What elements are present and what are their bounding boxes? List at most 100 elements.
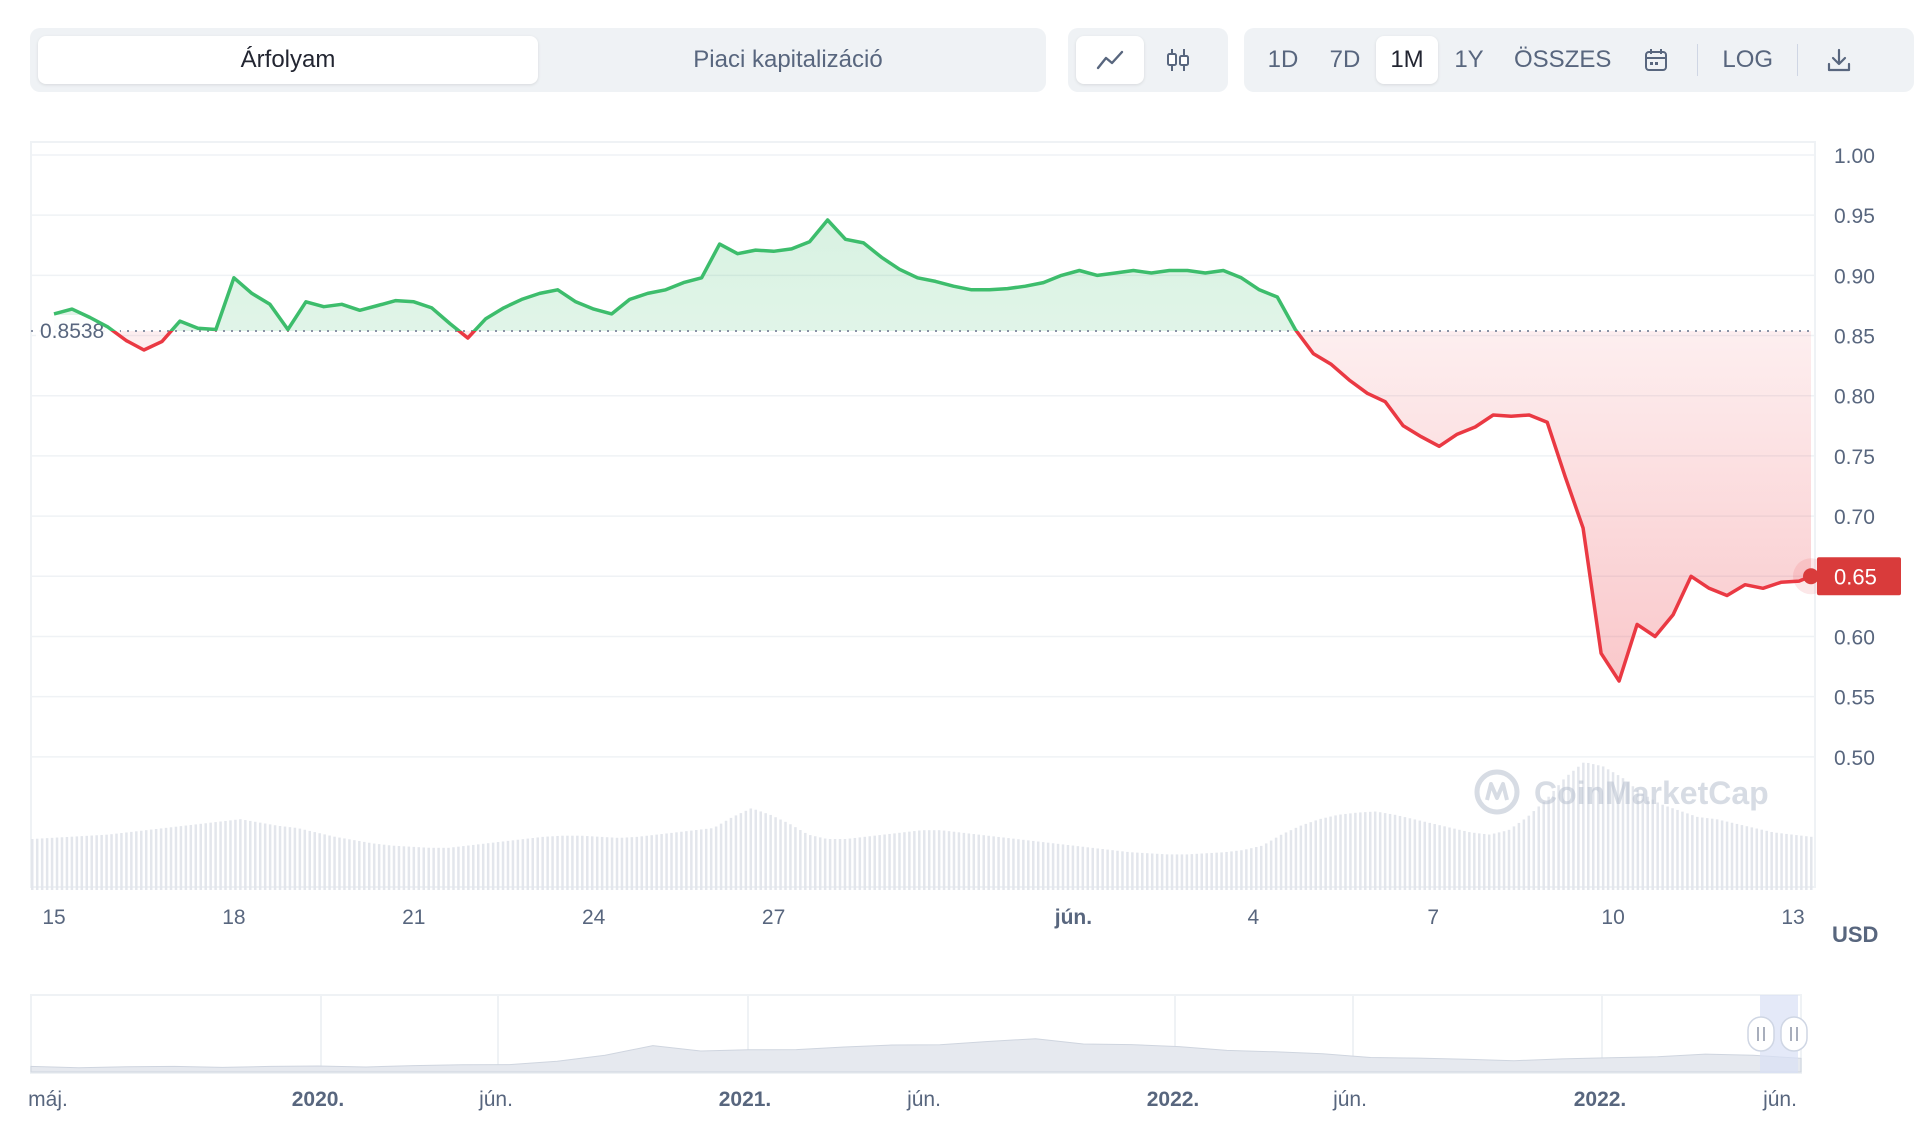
price-point (825, 217, 831, 223)
volume-bar (1473, 832, 1476, 890)
range-1y-button[interactable]: 1Y (1454, 46, 1484, 73)
volume-bar (1492, 833, 1496, 890)
volume-bar (244, 820, 247, 890)
volume-bar (1175, 854, 1179, 890)
volume-bar (1448, 827, 1451, 890)
divider (1697, 44, 1699, 76)
volume-bar (1007, 838, 1010, 890)
volume-bar (590, 836, 594, 890)
navigator-handle-left[interactable] (1747, 1016, 1775, 1052)
volume-bar (1235, 850, 1238, 890)
volume-bar (273, 825, 277, 890)
divider (1797, 44, 1799, 76)
price-point (1202, 270, 1208, 276)
volume-bar (477, 844, 480, 890)
download-button[interactable] (1808, 36, 1870, 84)
volume-bar (338, 837, 341, 890)
current-price-marker[interactable] (1803, 568, 1819, 585)
volume-bar (1705, 818, 1709, 890)
volume-bar (1656, 802, 1659, 890)
volume-bar (1636, 790, 1640, 890)
volume-bar (55, 837, 59, 890)
volume-bar (913, 831, 916, 890)
volume-bar (818, 837, 822, 890)
volume-bar (239, 819, 242, 890)
volume-bar (556, 835, 559, 890)
volume-bar (1606, 769, 1610, 890)
volume-bar (1463, 830, 1466, 890)
volume-bar (1200, 853, 1204, 890)
volume-bar (31, 839, 34, 890)
range-7d-button[interactable]: 7D (1329, 46, 1361, 73)
price-point (1508, 413, 1514, 419)
y-tick-label: 0.55 (1834, 687, 1875, 710)
volume-bar (358, 841, 361, 890)
navigator-tick-label: máj. (28, 1088, 68, 1111)
volume-bar (110, 834, 113, 890)
volume-bar (1012, 838, 1015, 890)
volume-bar (397, 846, 401, 890)
range-navigator[interactable]: máj. 2020. jún. 2021. jún. 2022. jún. 2022. jún. (28, 994, 1808, 1111)
volume-bar (541, 836, 544, 890)
volume-bar (828, 839, 832, 890)
volume-bar (1141, 852, 1144, 890)
volume-bar (506, 840, 510, 890)
price-point (789, 246, 795, 252)
volume-bar (35, 838, 39, 890)
y-tick-label: 0.50 (1834, 747, 1875, 770)
line-chart-button[interactable] (1076, 36, 1144, 84)
volume-bar (858, 837, 862, 890)
price-point (465, 335, 471, 341)
chart-type-toggle: Árfolyam Piaci kapitalizáció (30, 28, 1046, 92)
volume-bar (1185, 854, 1189, 890)
log-scale-button[interactable]: LOG (1722, 46, 1774, 73)
volume-bar (1146, 853, 1149, 890)
volume-bar (813, 836, 817, 890)
price-point (1706, 585, 1712, 591)
price-point (1346, 377, 1352, 383)
volume-bar (645, 835, 648, 890)
volume-bar (149, 829, 153, 890)
volume-bar (452, 847, 455, 890)
price-point (285, 327, 291, 333)
price-point (267, 301, 273, 307)
line-chart-icon (1096, 50, 1124, 70)
volume-bar (323, 834, 326, 890)
range-all-button[interactable]: ÖSSZES (1514, 46, 1612, 73)
navigator-ticks: máj. 2020. jún. 2021. jún. 2022. jún. 2022. jún. (28, 1088, 1797, 1111)
volume-bar (268, 824, 272, 890)
x-tick-label: 4 (1247, 906, 1259, 929)
price-point (1076, 268, 1082, 274)
volume-bar (605, 837, 609, 890)
volume-bar (422, 847, 425, 890)
tab-price[interactable]: Árfolyam (38, 36, 538, 84)
price-point (393, 298, 399, 304)
navigator-handle-right[interactable] (1780, 1016, 1808, 1052)
volume-bar (501, 841, 505, 890)
candlestick-button[interactable] (1144, 36, 1212, 84)
x-tick-label: 13 (1781, 906, 1804, 929)
volume-bar (1611, 772, 1615, 890)
current-price-badge (1817, 557, 1901, 596)
price-point (717, 241, 723, 247)
volume-bar (1180, 854, 1184, 890)
volume-bar (1750, 827, 1754, 890)
range-1d-button[interactable]: 1D (1267, 46, 1299, 73)
currency-label: USD (1832, 922, 1878, 947)
volume-bar (1116, 850, 1119, 890)
volume-bar (1304, 823, 1308, 890)
range-1m-button[interactable]: 1M (1376, 36, 1438, 84)
x-tick-label: 21 (402, 906, 425, 929)
volume-bars (31, 762, 1813, 890)
volume-bar (536, 837, 539, 890)
volume-bar (447, 847, 450, 890)
volume-bar (1601, 766, 1605, 890)
tab-market-cap[interactable]: Piaci kapitalizáció (693, 46, 883, 73)
calendar-button[interactable] (1625, 36, 1687, 84)
volume-bar (1215, 852, 1218, 890)
volume-bar (199, 823, 202, 890)
volume-bar (130, 831, 133, 890)
price-point (519, 296, 525, 302)
volume-bar (1696, 816, 1699, 890)
volume-bar (759, 811, 762, 890)
